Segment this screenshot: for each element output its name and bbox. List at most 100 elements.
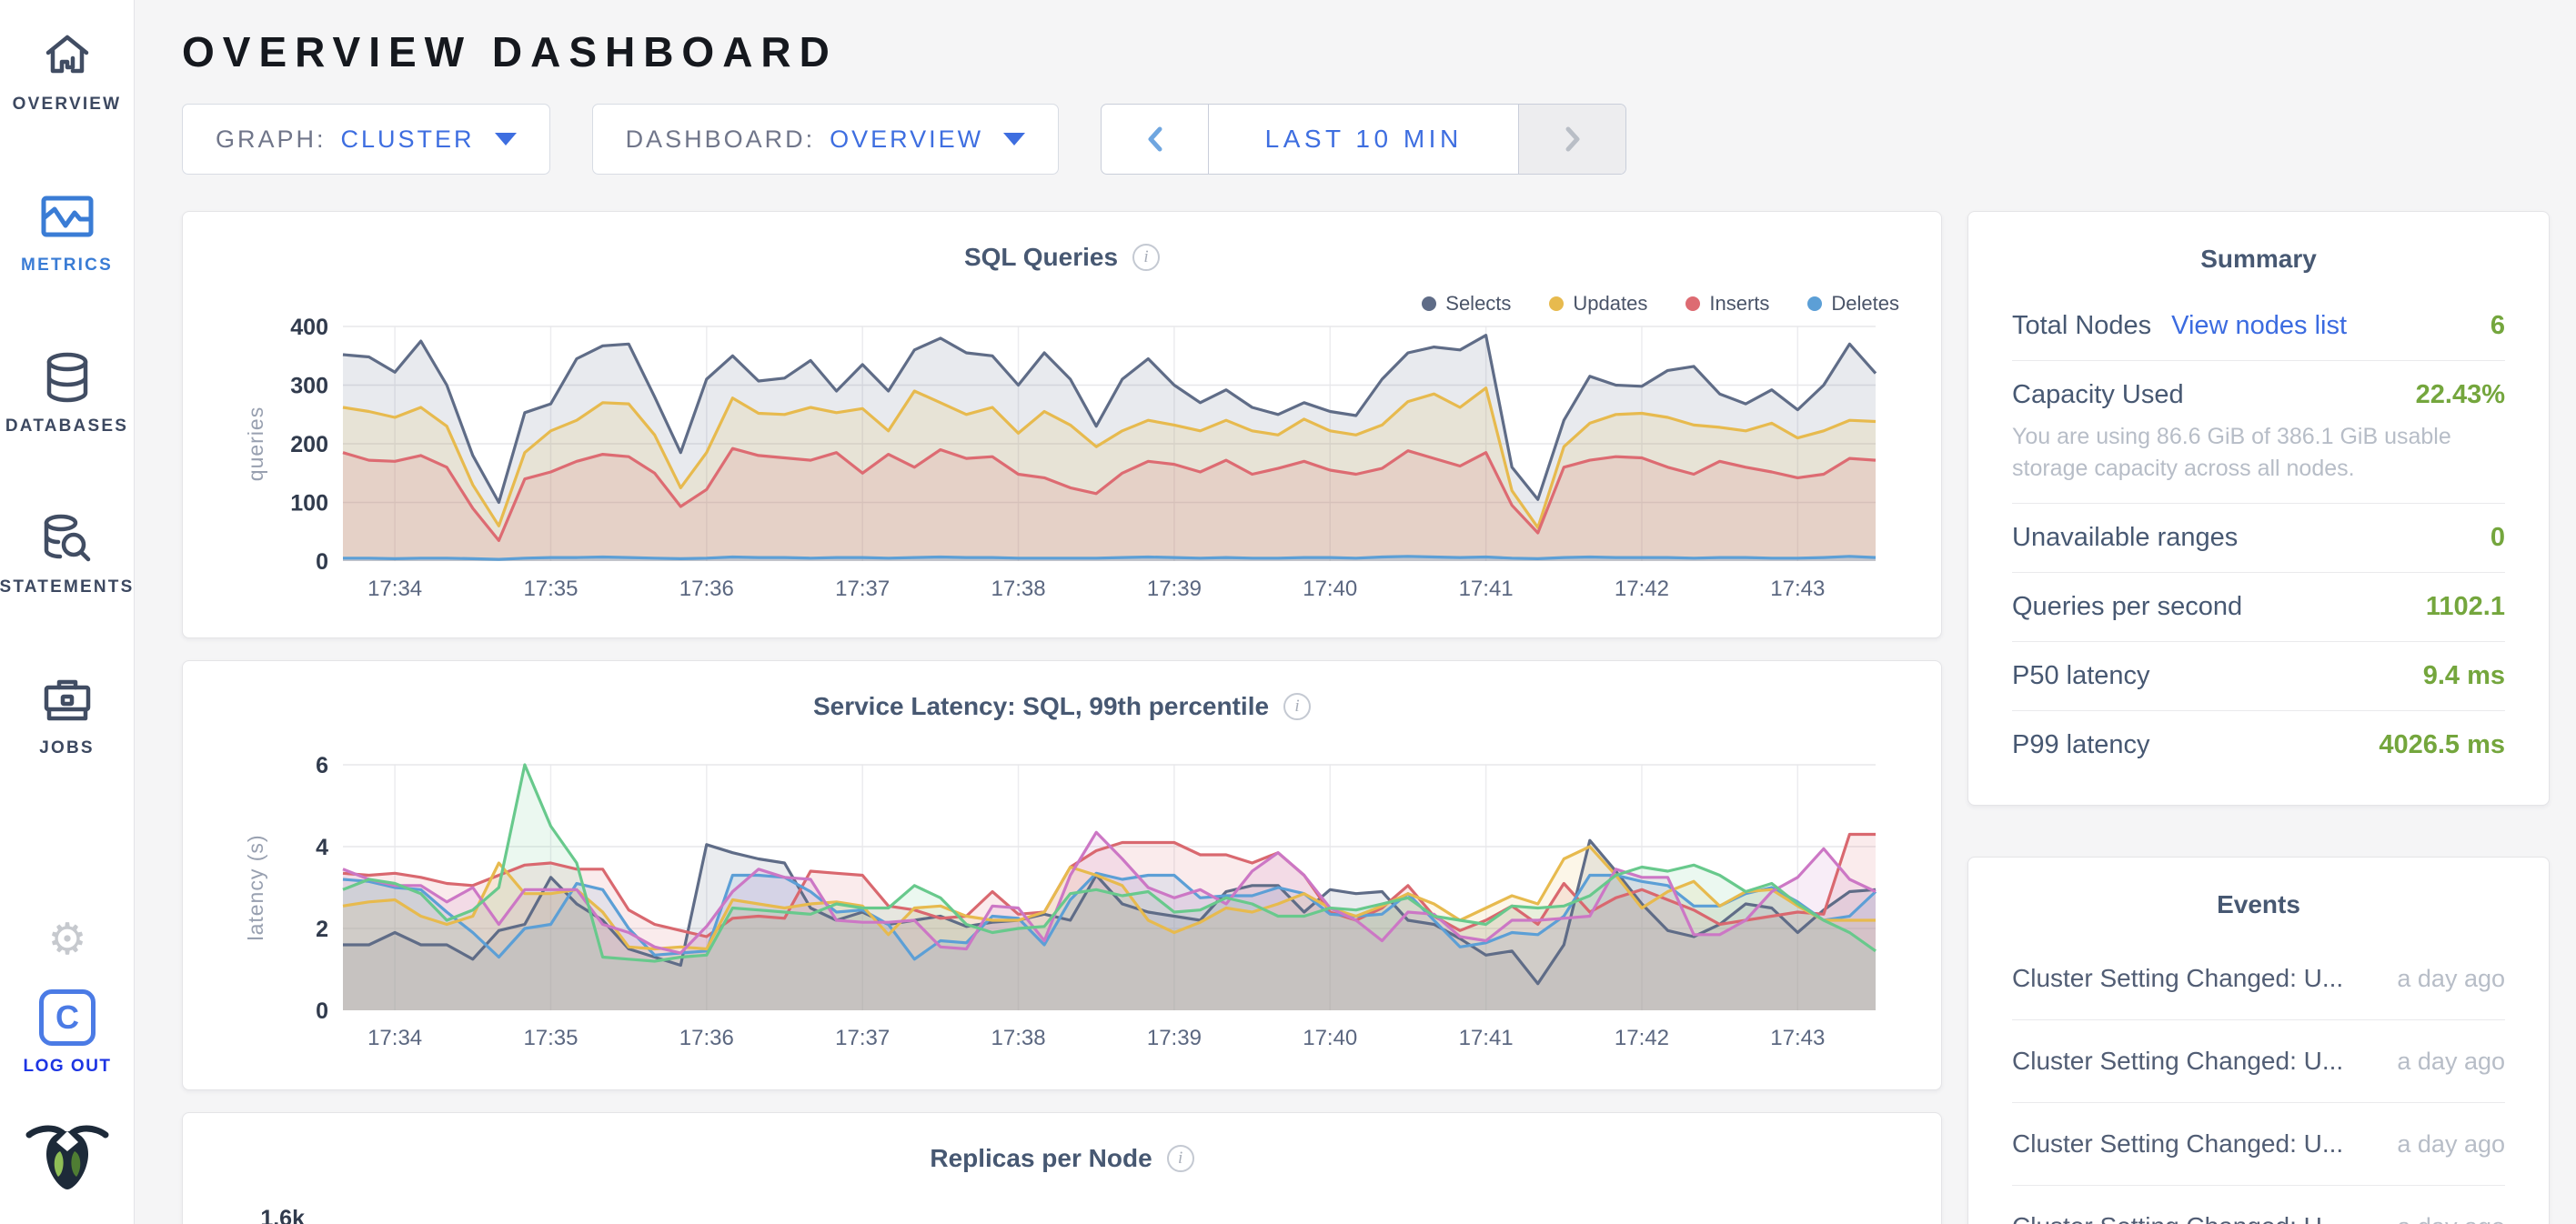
events-panel: Events Cluster Setting Changed: U... a d…: [1967, 857, 2550, 1224]
chart-title: Replicas per Node: [930, 1144, 1152, 1172]
view-nodes-list-link[interactable]: View nodes list: [2171, 311, 2348, 340]
summary-row-p50: P50 latency 9.4 ms: [2012, 642, 2505, 711]
capacity-used-value: 22.43%: [2415, 380, 2505, 409]
graph-dropdown[interactable]: GRAPH: CLUSTER: [182, 104, 550, 175]
svg-text:17:40: 17:40: [1303, 1026, 1357, 1050]
sidebar-item-label: JOBS: [39, 738, 95, 757]
dashboard-dropdown-label: DASHBOARD:: [625, 125, 816, 153]
svg-text:17:35: 17:35: [523, 577, 578, 601]
legend-item: Inserts: [1685, 292, 1769, 316]
svg-text:17:42: 17:42: [1615, 577, 1669, 601]
legend-dot-inserts: [1685, 296, 1701, 311]
legend-item: Selects: [1422, 292, 1511, 316]
sql-queries-chart-card: SQL Queries Selects Updates Inserts Dele…: [182, 211, 1942, 638]
svg-text:17:37: 17:37: [835, 1026, 890, 1050]
svg-text:300: 300: [290, 374, 328, 399]
event-row: Cluster Setting Changed: U... a day ago: [2012, 1186, 2505, 1224]
sidebar-item-overview[interactable]: OVERVIEW: [0, 27, 134, 188]
briefcase-icon: [41, 671, 94, 727]
svg-text:17:36: 17:36: [679, 1026, 734, 1050]
graph-dropdown-value: CLUSTER: [340, 125, 475, 153]
sidebar-item-label: METRICS: [21, 256, 113, 275]
summary-panel: Summary Total Nodes View nodes list 6 Ca…: [1967, 211, 2550, 806]
metrics-icon: [40, 188, 95, 245]
sidebar-item-metrics[interactable]: METRICS: [0, 188, 134, 349]
sidebar-item-jobs[interactable]: JOBS: [0, 671, 134, 832]
info-icon[interactable]: [1166, 1145, 1194, 1172]
logout-button[interactable]: C LOG OUT: [0, 989, 135, 1077]
chevron-down-icon: [494, 133, 517, 145]
sidebar-item-label: OVERVIEW: [12, 95, 122, 114]
svg-text:17:43: 17:43: [1770, 577, 1825, 601]
main-content: OVERVIEW DASHBOARD GRAPH: CLUSTER DASHBO…: [135, 0, 2576, 1224]
service-latency-plot: 17:34 17:35 17:36 17:37 17:38 17:39 17:40 17:41…: [244, 753, 1877, 1050]
legend-dot-selects: [1422, 296, 1437, 311]
svg-text:4: 4: [316, 835, 328, 860]
legend-item: Deletes: [1807, 292, 1899, 316]
sidebar-item-label: STATEMENTS: [0, 577, 135, 597]
svg-text:queries: queries: [244, 406, 267, 481]
sidebar-item-databases[interactable]: DATABASES: [0, 349, 134, 510]
time-range-selector: LAST 10 MIN: [1101, 104, 1627, 175]
svg-text:17:34: 17:34: [367, 1026, 422, 1050]
gear-icon: ⚙: [47, 916, 87, 964]
event-row: Cluster Setting Changed: U... a day ago: [2012, 1020, 2505, 1103]
sql-queries-plot: 17:34 17:35 17:36 17:37 17:38 17:39 17:40 17:41…: [244, 315, 1877, 601]
settings-gear[interactable]: ⚙: [0, 918, 135, 962]
svg-text:17:43: 17:43: [1770, 1026, 1825, 1050]
dashboard-dropdown[interactable]: DASHBOARD: OVERVIEW: [591, 104, 1060, 175]
event-row: Cluster Setting Changed: U... a day ago: [2012, 1103, 2505, 1186]
unavailable-ranges-value: 0: [2490, 523, 2505, 552]
sidebar-item-statements[interactable]: STATEMENTS: [0, 510, 134, 671]
svg-text:100: 100: [290, 491, 328, 517]
svg-text:17:41: 17:41: [1459, 577, 1514, 601]
svg-text:17:35: 17:35: [523, 1026, 578, 1050]
svg-text:0: 0: [316, 549, 328, 575]
graph-dropdown-label: GRAPH:: [216, 125, 327, 153]
statements-icon: [41, 510, 94, 567]
legend-dot-updates: [1549, 296, 1565, 311]
capacity-subtext: You are using 86.6 GiB of 386.1 GiB usab…: [2012, 424, 2451, 481]
event-row: Cluster Setting Changed: U... a day ago: [2012, 938, 2505, 1020]
summary-row-p99: P99 latency 4026.5 ms: [2012, 730, 2505, 759]
svg-text:latency (s): latency (s): [244, 834, 267, 940]
summary-row-qps: Queries per second 1102.1: [2012, 573, 2505, 642]
svg-text:200: 200: [290, 432, 328, 457]
summary-row-capacity: Capacity Used 22.43% You are using 86.6 …: [2012, 361, 2505, 504]
svg-text:17:38: 17:38: [991, 577, 1046, 601]
svg-text:17:37: 17:37: [835, 577, 890, 601]
chevron-left-icon: [1148, 126, 1162, 152]
svg-text:17:39: 17:39: [1147, 1026, 1202, 1050]
chart-title: Service Latency: SQL, 99th percentile: [812, 692, 1270, 720]
summary-title: Summary: [2200, 245, 2317, 273]
time-range-next-button[interactable]: [1518, 105, 1626, 174]
logout-icon: C: [39, 989, 96, 1046]
database-icon: [43, 349, 92, 406]
info-icon[interactable]: [1132, 244, 1161, 271]
p50-latency-value: 9.4 ms: [2422, 661, 2505, 690]
page-title: OVERVIEW DASHBOARD: [182, 28, 838, 75]
svg-text:2: 2: [316, 917, 328, 942]
svg-text:17:38: 17:38: [991, 1026, 1046, 1050]
chevron-down-icon: [1003, 133, 1026, 145]
sidebar-item-label: DATABASES: [5, 416, 129, 436]
time-range-value[interactable]: LAST 10 MIN: [1264, 125, 1463, 153]
legend-item: Updates: [1549, 292, 1647, 316]
svg-text:17:34: 17:34: [367, 577, 422, 601]
service-latency-chart-card: Service Latency: SQL, 99th percentile 17…: [182, 660, 1942, 1090]
chart-legend: Selects Updates Inserts Deletes: [1422, 292, 1899, 316]
logout-label: LOG OUT: [23, 1057, 112, 1076]
events-title: Events: [2217, 890, 2300, 918]
svg-text:17:41: 17:41: [1459, 1026, 1514, 1050]
replicas-per-node-chart-card: Replicas per Node 1.6k: [182, 1112, 1942, 1224]
info-icon[interactable]: [1283, 693, 1312, 720]
cockroachdb-logo-icon: [0, 1115, 135, 1199]
legend-dot-deletes: [1807, 296, 1823, 311]
chart-title: SQL Queries: [963, 243, 1119, 271]
home-icon: [41, 27, 94, 84]
summary-row-total-nodes: Total Nodes View nodes list 6: [2012, 292, 2505, 361]
time-range-prev-button[interactable]: [1102, 105, 1210, 174]
svg-text:0: 0: [316, 998, 328, 1024]
svg-text:17:42: 17:42: [1615, 1026, 1669, 1050]
summary-row-unavailable-ranges: Unavailable ranges 0: [2012, 504, 2505, 573]
